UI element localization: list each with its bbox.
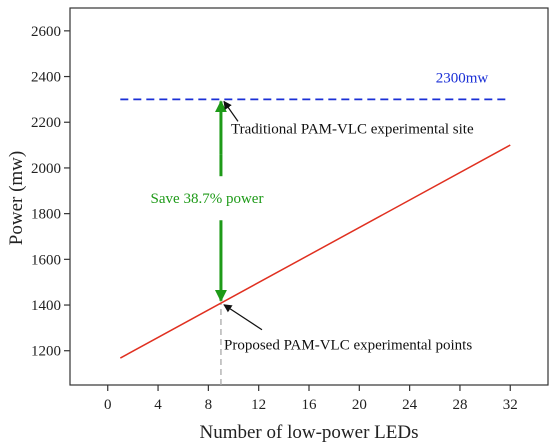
x-tick-label: 32 bbox=[503, 397, 518, 413]
x-axis-label: Number of low-power LEDs bbox=[200, 422, 419, 443]
y-tick-label: 2400 bbox=[31, 70, 61, 86]
power-line bbox=[119, 144, 511, 359]
x-tick-label: 0 bbox=[104, 397, 112, 413]
proposed-label: Proposed PAM-VLC experimental points bbox=[224, 338, 472, 354]
axes: 0 4 8 12 16 20 24 28 32 1200 1400 1600 1800 2000 2200 2… bbox=[31, 7, 549, 413]
x-tick-label: 4 bbox=[154, 397, 162, 413]
x-tick-label: 28 bbox=[452, 397, 467, 413]
x-tick-label: 24 bbox=[402, 397, 418, 413]
y-axis-label: Power (mw) bbox=[6, 151, 27, 245]
y-tick-label: 2000 bbox=[31, 161, 61, 177]
traditional-label: Traditional PAM-VLC experimental site bbox=[231, 121, 474, 137]
x-tick-label: 16 bbox=[302, 397, 318, 413]
y-tick-label: 1600 bbox=[31, 252, 61, 268]
y-tick-label: 1800 bbox=[31, 207, 61, 223]
plot-frame bbox=[69, 7, 549, 386]
savings-label: Save 38.7% power bbox=[151, 191, 264, 207]
annotation-layer: 2300mw Save 38.7% power Traditional PAM-VL… bbox=[151, 70, 489, 353]
x-tick-label: 8 bbox=[205, 397, 213, 413]
traditional-pointer bbox=[223, 100, 239, 122]
x-tick-label: 12 bbox=[251, 397, 266, 413]
series-layer bbox=[119, 98, 511, 385]
y-tick-label: 2600 bbox=[31, 24, 61, 40]
threshold-value-label: 2300mw bbox=[436, 70, 489, 86]
y-tick-label: 1200 bbox=[31, 344, 61, 360]
x-tick-label: 20 bbox=[352, 397, 367, 413]
y-tick-label: 1400 bbox=[31, 298, 61, 314]
proposed-pointer bbox=[223, 304, 263, 331]
y-tick-label: 2200 bbox=[31, 115, 61, 131]
